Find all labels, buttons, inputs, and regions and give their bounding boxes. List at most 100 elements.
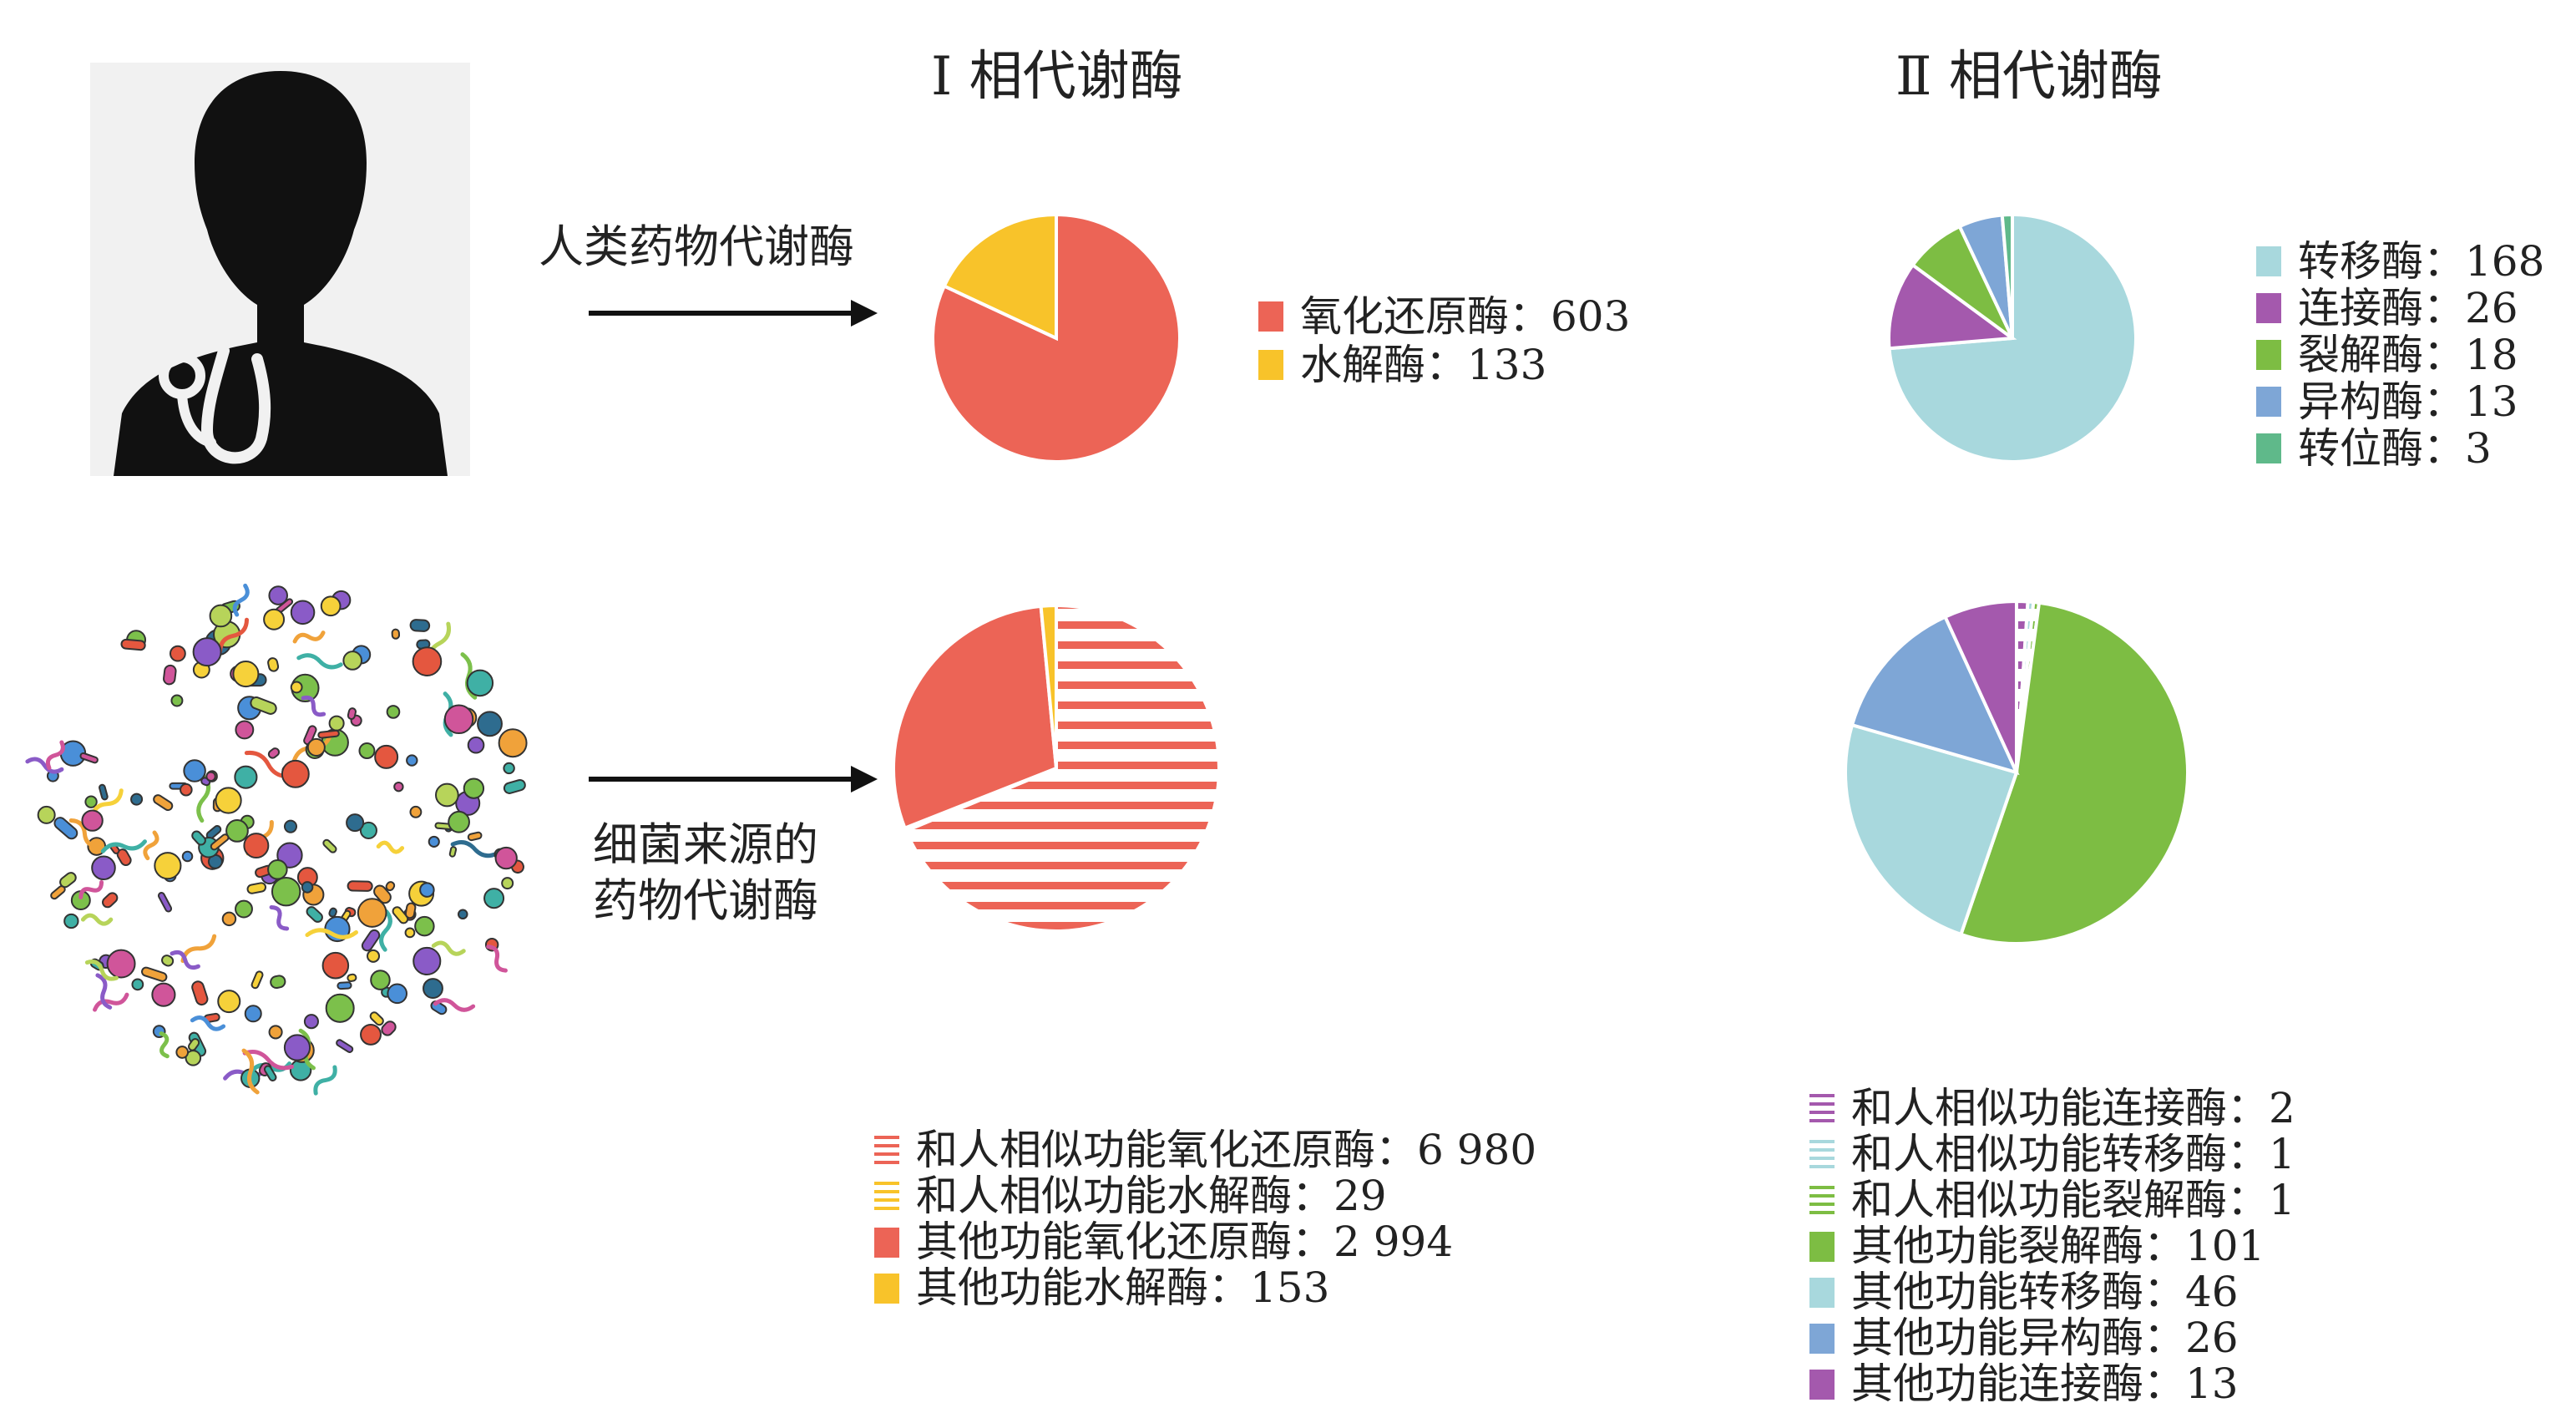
- bacterium-icon: [409, 619, 431, 632]
- legend-item: 其他功能水解酶：153: [873, 1265, 1536, 1311]
- legend-label: 异构酶：13: [2298, 377, 2518, 426]
- bacterium-icon: [379, 909, 392, 952]
- bacterium-icon: [501, 877, 514, 890]
- bacterium-icon: [267, 657, 280, 672]
- bacterium-icon: [328, 715, 345, 732]
- bacterium-icon: [467, 831, 483, 842]
- bacterium-icon: [337, 981, 352, 990]
- bacterium-icon: [296, 653, 343, 670]
- bacterium-icon: [433, 998, 476, 1012]
- bacterium-icon: [217, 990, 241, 1014]
- bacterium-icon: [494, 846, 518, 870]
- bacterium-icon: [232, 661, 260, 688]
- bacterium-icon: [68, 818, 101, 849]
- bacteria-row-label-line1: 细菌来源的: [593, 818, 818, 871]
- bacterium-icon: [241, 1048, 260, 1095]
- legend-swatch-icon: [1809, 1139, 1835, 1170]
- pie-human-phase1: [931, 212, 1182, 463]
- bacterium-icon: [283, 819, 298, 833]
- bacterium-icon: [483, 888, 505, 909]
- legend-swatch-icon: [874, 1135, 899, 1166]
- pie-bacteria-phase2: [1844, 599, 2189, 945]
- bacterium-icon: [387, 983, 408, 1005]
- bacterium-icon: [268, 1025, 283, 1040]
- legend-item: 和人相似功能裂解酶：1: [1808, 1177, 2295, 1223]
- bacterium-icon: [181, 850, 194, 863]
- bacterium-icon: [267, 747, 281, 759]
- bacterium-icon: [391, 628, 401, 640]
- bacterium-icon: [157, 892, 173, 913]
- bacterium-icon: [78, 879, 104, 899]
- legend-item: 水解酶：133: [1257, 341, 1630, 389]
- bacterium-icon: [306, 737, 326, 757]
- legend-label: 其他功能水解酶：153: [916, 1263, 1330, 1312]
- bacterium-icon: [336, 1039, 354, 1053]
- legend-label: 氧化还原酶：603: [1300, 292, 1631, 341]
- bacterium-icon: [154, 852, 182, 880]
- legend-item: 氧化还原酶：603: [1257, 292, 1630, 341]
- bacterium-icon: [270, 975, 286, 990]
- bacterium-icon: [370, 970, 391, 990]
- legend-swatch-icon: [1258, 350, 1283, 380]
- bacterium-icon: [347, 707, 357, 720]
- bacterium-icon: [435, 782, 459, 808]
- bacterium-icon: [463, 777, 485, 799]
- legend-label: 其他功能连接酶：13: [1851, 1360, 2239, 1408]
- bacterium-icon: [80, 913, 114, 926]
- bacterium-icon: [317, 729, 340, 739]
- bacterium-icon: [305, 928, 358, 939]
- phase1-title: Ⅰ 相代谢酶: [931, 46, 1183, 108]
- bacterium-icon: [81, 809, 104, 832]
- bacterium-icon: [412, 946, 442, 975]
- bacterium-icon: [406, 754, 418, 767]
- bacterium-icon: [347, 973, 357, 982]
- bacterium-icon: [290, 600, 316, 625]
- bacterium-icon: [477, 711, 503, 737]
- legend-label: 其他功能氧化还原酶：2 994: [916, 1218, 1454, 1266]
- legend-swatch-icon: [874, 1227, 899, 1258]
- bacterium-icon: [358, 742, 376, 759]
- bacterium-icon: [45, 740, 65, 771]
- bacterium-icon: [374, 744, 399, 769]
- bacterium-icon: [423, 978, 443, 1000]
- bacterium-icon: [381, 1020, 397, 1036]
- bacterium-icon: [221, 911, 237, 927]
- bacterium-icon: [169, 645, 186, 662]
- bacterium-icon: [404, 902, 417, 919]
- bacterium-icon: [25, 757, 64, 774]
- legend-item: 其他功能裂解酶：101: [1808, 1223, 2295, 1269]
- legend-item: 其他功能连接酶：13: [1808, 1361, 2295, 1407]
- bacterium-icon: [175, 1046, 190, 1059]
- legend-label: 和人相似功能转移酶：1: [1851, 1130, 2295, 1178]
- human-arrow-icon: [589, 300, 878, 327]
- pie-slice: [1942, 599, 2018, 773]
- bacterium-icon: [183, 759, 206, 782]
- doctor-silhouette-icon: [90, 63, 470, 476]
- bacterium-icon: [404, 927, 416, 939]
- bacterium-icon: [321, 951, 350, 980]
- legend-swatch-icon: [1809, 1277, 1835, 1308]
- bacterium-icon: [250, 696, 277, 715]
- pie-slice: [1039, 603, 1058, 769]
- bacterium-icon: [234, 765, 258, 789]
- bacterium-icon: [153, 794, 174, 812]
- pie-slice: [892, 604, 1059, 831]
- legend-swatch-icon: [2256, 340, 2281, 370]
- bacterium-icon: [130, 793, 144, 806]
- bacterium-icon: [143, 830, 159, 861]
- bacterium-icon: [170, 694, 184, 707]
- bacterium-icon: [215, 787, 242, 814]
- bacterium-icon: [322, 838, 337, 853]
- bacterium-icon: [205, 771, 216, 782]
- legend-item: 其他功能转移酶：46: [1808, 1269, 2295, 1315]
- legend-swatch-icon: [2256, 387, 2281, 417]
- bacterium-icon: [466, 669, 494, 697]
- bacterium-icon: [498, 728, 528, 758]
- bacterium-icon: [53, 817, 78, 840]
- bacteria-collection-icon: [25, 583, 528, 1096]
- bacterium-icon: [235, 720, 255, 740]
- bacterium-icon: [320, 595, 342, 617]
- pie-slice: [1850, 615, 2020, 776]
- bacterium-icon: [292, 630, 326, 644]
- bacterium-icon: [59, 872, 77, 889]
